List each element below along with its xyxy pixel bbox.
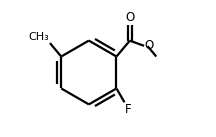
- Text: O: O: [125, 11, 134, 24]
- Text: O: O: [144, 39, 154, 52]
- Text: CH₃: CH₃: [28, 32, 49, 42]
- Text: F: F: [125, 103, 132, 116]
